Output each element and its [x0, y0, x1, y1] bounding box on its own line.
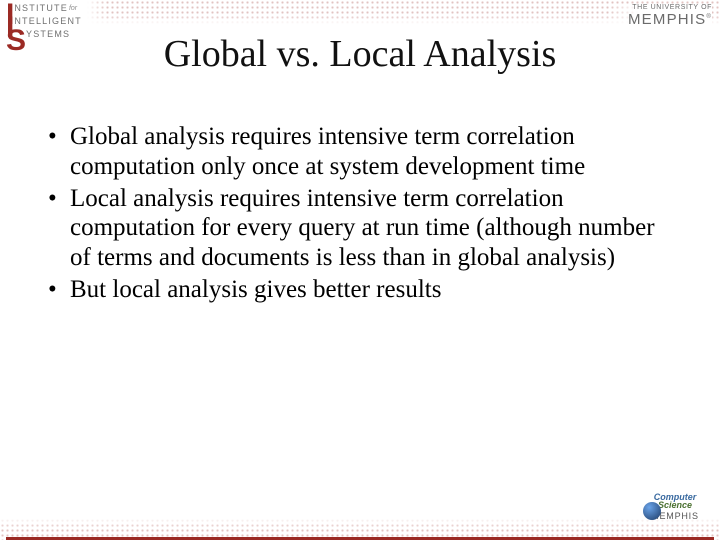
logo-word-3: YSTEMS [26, 28, 70, 40]
bullet-item: Global analysis requires intensive term … [40, 122, 676, 182]
slide-body: Global analysis requires intensive term … [40, 122, 676, 307]
bullet-item: Local analysis requires intensive term c… [40, 184, 676, 273]
university-line1: THE UNIVERSITY OF [628, 4, 712, 11]
logo-letter-s: S [6, 28, 26, 54]
logo-word-for: for [69, 5, 77, 12]
logo-word-1: NSTITUTE [14, 2, 68, 14]
globe-icon [643, 502, 661, 520]
dept-logo: Computer Science MEMPHIS [640, 492, 710, 532]
slide-title: Global vs. Local Analysis [0, 32, 720, 76]
bullet-item: But local analysis gives better results [40, 275, 676, 305]
footer [0, 510, 720, 540]
university-logo: THE UNIVERSITY OF MEMPHIS® [608, 4, 712, 28]
university-line2: MEMPHIS® [628, 11, 712, 28]
institute-logo: INSTITUTEfor INTELLIGENT SYSTEMS [0, 0, 106, 62]
